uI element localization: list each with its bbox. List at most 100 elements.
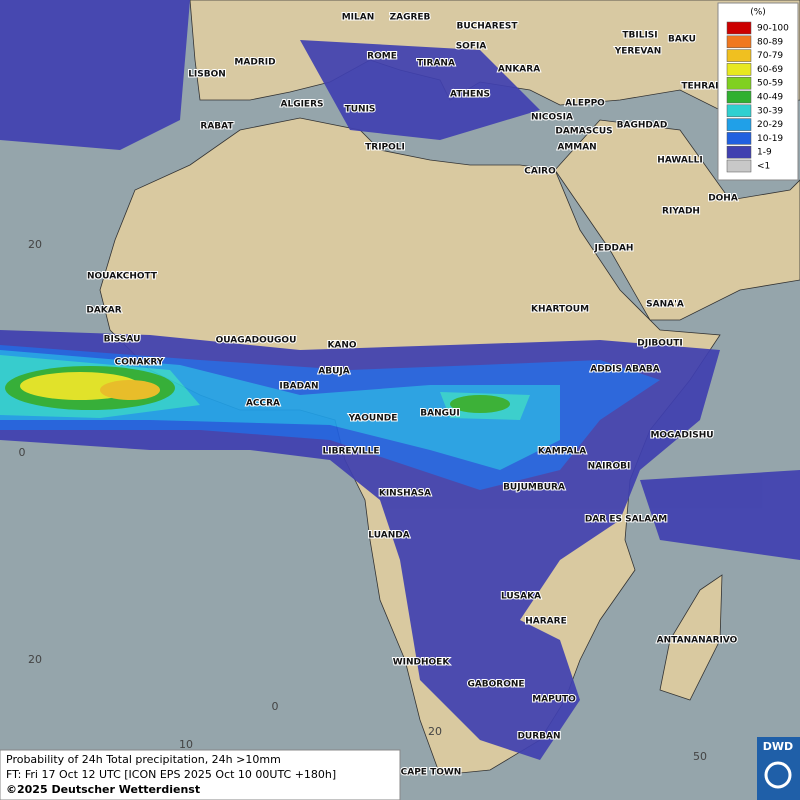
legend-label: 20-29 — [757, 120, 783, 130]
city-label: ADDIS ABABA — [590, 365, 660, 375]
caption-box — [0, 749, 401, 800]
city-label: DAMASCUS — [555, 127, 612, 137]
city-label: BUJUMBURA — [503, 483, 565, 493]
city-label: BAGHDAD — [617, 121, 668, 131]
legend-label: 90-100 — [757, 24, 789, 34]
city-label: KHARTOUM — [531, 305, 589, 315]
city-label: CAIRO — [524, 167, 556, 177]
legend-label: 50-59 — [757, 79, 783, 89]
city-label: CONAKRY — [115, 358, 164, 368]
legend-label: 30-39 — [757, 106, 783, 116]
city-label: MADRID — [234, 58, 275, 68]
legend-swatch — [726, 132, 752, 145]
city-label: TIRANA — [417, 59, 455, 69]
legend-swatch — [726, 118, 752, 131]
grid-label: 0 — [272, 700, 279, 713]
city-label: ABUJA — [318, 367, 349, 377]
city-label: HAWALLI — [657, 156, 702, 166]
city-label: LISBON — [188, 70, 226, 80]
logo-box — [757, 737, 800, 800]
city-label: DAKAR — [86, 306, 121, 316]
city-label: ALEPPO — [565, 99, 605, 109]
city-label: MOGADISHU — [650, 431, 713, 441]
arabia — [554, 119, 800, 321]
city-label: ALGIERS — [281, 100, 324, 110]
madagascar — [659, 574, 723, 701]
precip-70-79 — [100, 380, 160, 400]
city-label: RABAT — [200, 122, 234, 132]
caption-line: ©2025 Deutscher Wetterdienst — [6, 783, 200, 796]
legend-label: <1 — [757, 162, 770, 172]
caption-line: FT: Fri 17 Oct 12 UTC [ICON EPS 2025 Oct… — [6, 768, 336, 781]
grid-label: 20 — [28, 238, 42, 251]
city-label: WINDHOEK — [393, 658, 451, 668]
city-label: TUNIS — [345, 105, 376, 115]
city-label: KAMPALA — [538, 447, 586, 457]
legend-label: 80-89 — [757, 37, 783, 47]
legend-swatch — [726, 145, 752, 159]
city-label: LIBREVILLE — [323, 447, 380, 457]
legend-swatch — [726, 104, 752, 118]
logo: DWD — [763, 740, 793, 753]
legend-label: 10-19 — [757, 134, 783, 144]
city-label: OUAGADOUGOU — [216, 336, 297, 346]
city-label: ATHENS — [450, 90, 490, 100]
legend-swatch — [726, 63, 752, 76]
legend-swatch — [726, 159, 752, 173]
city-label: SANA'A — [646, 300, 684, 310]
city-label: MILAN — [342, 13, 375, 23]
city-label: ANTANANARIVO — [657, 636, 738, 646]
city-label: ACCRA — [246, 399, 280, 409]
legend-label: 60-69 — [757, 65, 783, 75]
legend-title: (%) — [750, 8, 766, 18]
city-label: DJIBOUTI — [637, 339, 682, 349]
grid-label: 20 — [28, 653, 42, 666]
grid-label: 20 — [428, 725, 442, 738]
city-label: ANKARA — [498, 65, 540, 75]
city-label: NAIROBI — [588, 462, 631, 472]
city-label: SOFIA — [456, 42, 487, 52]
city-label: TRIPOLI — [365, 143, 405, 153]
city-label: NOUAKCHOTT — [87, 272, 158, 282]
city-label: TBILISI — [622, 31, 657, 41]
city-label: MAPUTO — [532, 695, 576, 705]
city-label: RIYADH — [662, 207, 700, 217]
caption-line: Probability of 24h Total precipitation, … — [6, 753, 281, 766]
city-label: GABORONE — [467, 680, 524, 690]
legend-swatch — [726, 49, 752, 62]
city-label: TEHRAN — [681, 82, 722, 92]
city-label: CAPE TOWN — [401, 768, 462, 778]
city-label: DURBAN — [517, 732, 560, 742]
city-label: NICOSIA — [531, 113, 573, 123]
city-label: HARARE — [525, 617, 566, 627]
precip-40-49 — [450, 395, 510, 413]
city-label: IBADAN — [279, 382, 318, 392]
city-label: AMMAN — [557, 143, 596, 153]
city-label: JEDDAH — [594, 244, 634, 254]
city-label: LUSAKA — [501, 592, 541, 602]
city-label: YEREVAN — [614, 47, 662, 57]
city-label: ROME — [367, 52, 397, 62]
precipitation — [0, 0, 800, 760]
city-label: BANGUI — [420, 409, 459, 419]
city-label: BISSAU — [104, 335, 141, 345]
legend-label: 40-49 — [757, 93, 783, 103]
city-label: BAKU — [668, 35, 696, 45]
city-label: DAR ES SALAAM — [585, 515, 667, 525]
city-label: YAOUNDE — [348, 414, 398, 424]
legend-swatch — [726, 21, 752, 35]
legend-label: 1-9 — [757, 148, 772, 158]
legend-swatch — [726, 76, 752, 90]
grid-label: 10 — [179, 738, 193, 751]
logo-icon — [764, 761, 792, 789]
city-label: KINSHASA — [379, 489, 431, 499]
city-label: LUANDA — [368, 531, 409, 541]
legend-label: 70-79 — [757, 51, 783, 61]
legend-swatch — [726, 90, 752, 104]
city-label: KANO — [327, 341, 356, 351]
city-label: ZAGREB — [390, 13, 431, 23]
city-label: BUCHAREST — [457, 22, 519, 32]
legend-swatch — [726, 35, 752, 49]
